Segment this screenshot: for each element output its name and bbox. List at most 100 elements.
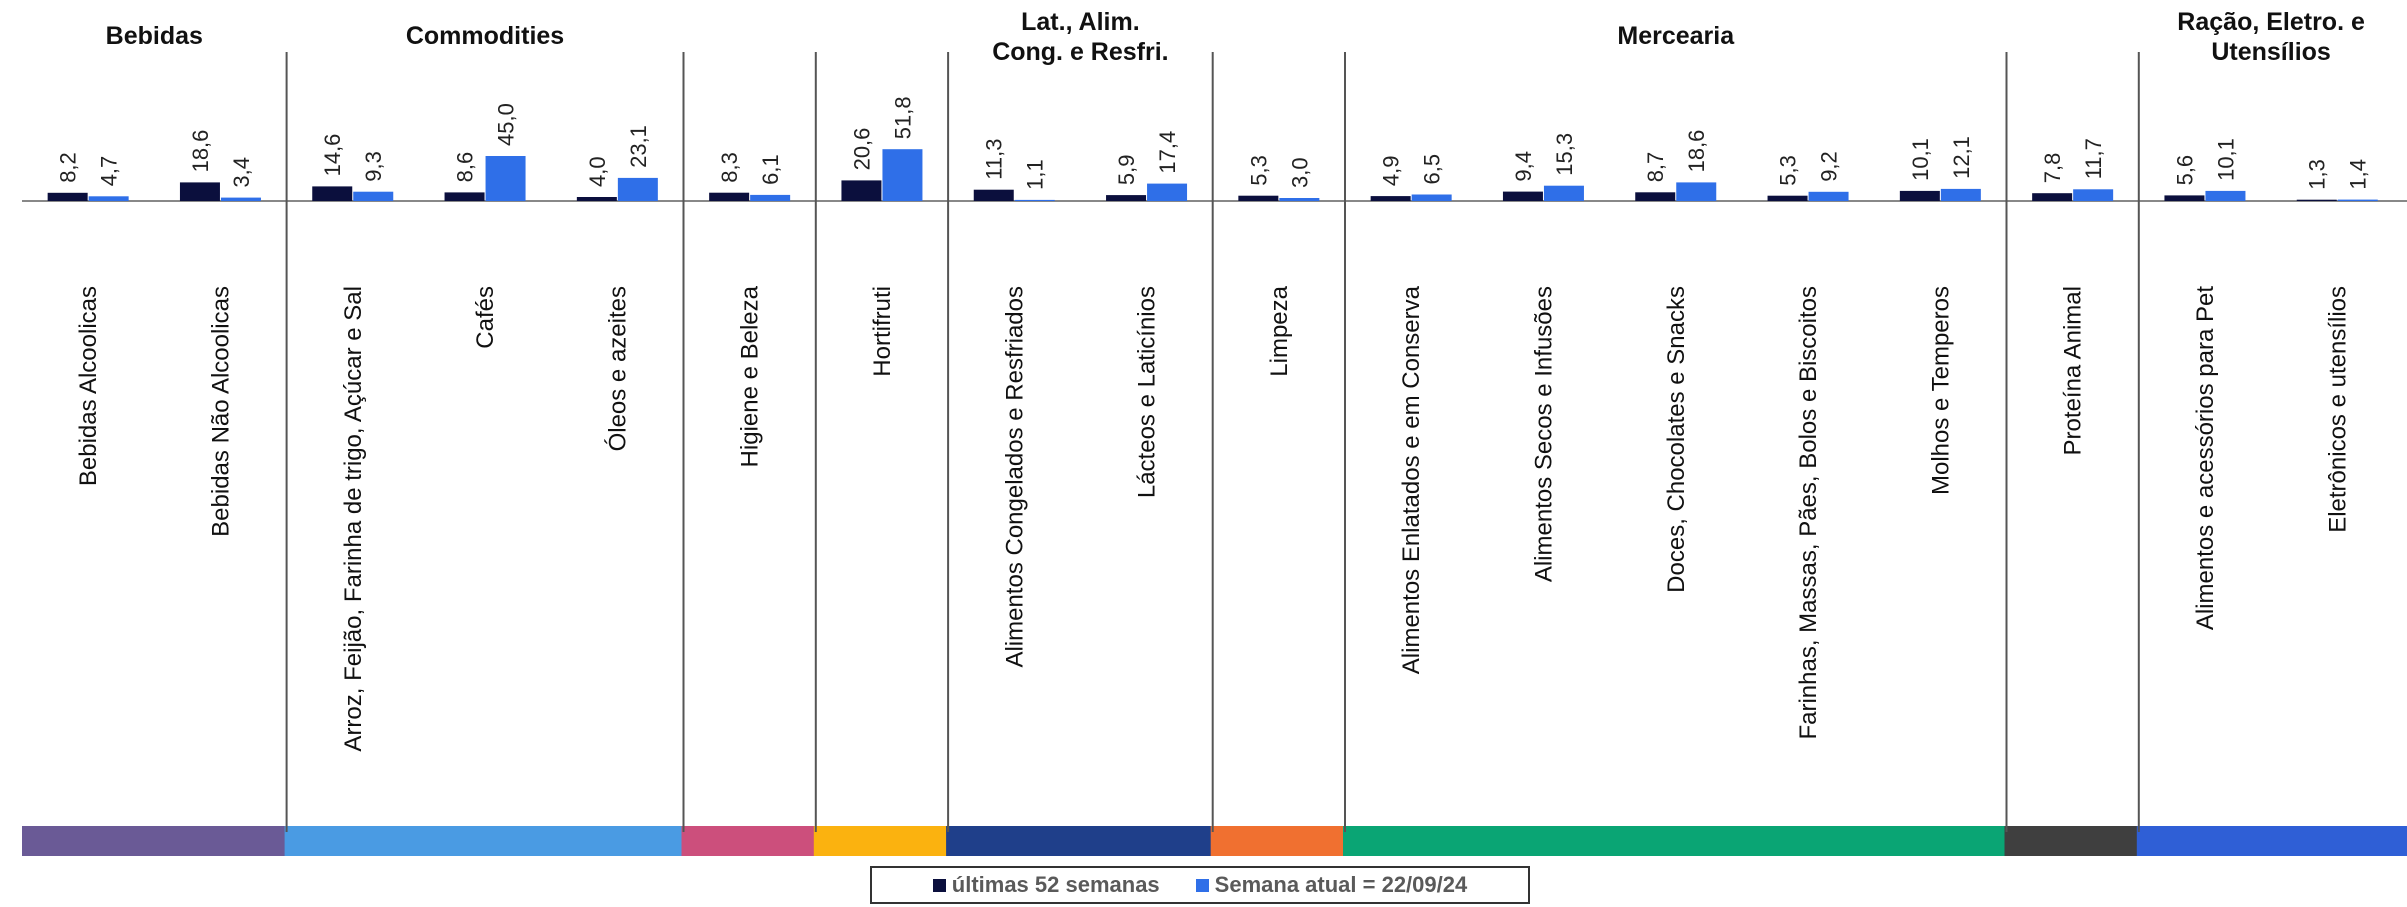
value-label-series-1: 5,3 — [1776, 155, 1801, 186]
value-label-series-1: 14,6 — [320, 134, 345, 177]
value-label-series-1: 5,6 — [2172, 155, 2197, 186]
value-label-series-2: 6,1 — [758, 154, 783, 185]
bar-series-1 — [1370, 196, 1411, 201]
value-label-series-2: 12,1 — [1949, 136, 1974, 179]
value-label-series-1: 8,6 — [453, 152, 478, 183]
group-strip-3 — [681, 826, 816, 856]
category-label: Molhos e Temperos — [1927, 286, 1954, 495]
bar-series-1 — [1635, 192, 1676, 201]
bar-series-1 — [1106, 195, 1147, 201]
group-title-1-line-1: Bebidas — [106, 22, 203, 50]
bar-series-2 — [882, 149, 923, 201]
legend-swatch-series-2 — [1195, 878, 1209, 892]
value-label-series-2: 3,4 — [229, 157, 254, 188]
bar-series-1 — [709, 192, 750, 201]
category-label: Higiene e Beleza — [737, 285, 764, 467]
value-label-series-2: 15,3 — [1552, 133, 1577, 176]
value-label-series-2: 45,0 — [494, 103, 519, 146]
bar-series-1 — [1899, 190, 1940, 201]
group-strip-9 — [2136, 826, 2407, 856]
bar-series-2 — [2205, 190, 2246, 201]
group-strip-8 — [2004, 826, 2139, 856]
category-label: Alimentos e acessórios para Pet — [2192, 286, 2219, 631]
bar-series-1 — [2296, 199, 2337, 201]
bar-series-2 — [1147, 183, 1188, 201]
bar-series-1 — [47, 192, 88, 201]
bar-series-2 — [1014, 199, 1055, 201]
value-label-series-2: 4,7 — [97, 156, 122, 187]
value-label-series-2: 3,0 — [1287, 157, 1312, 188]
value-label-series-1: 9,4 — [1511, 151, 1536, 182]
group-title-5-line-2: Cong. e Resfri. — [992, 38, 1168, 66]
legend-label-series-1: últimas 52 semanas — [951, 872, 1160, 897]
legend-item-series-2: Semana atual = 22/09/24 — [1195, 872, 1468, 898]
bar-series-1 — [1767, 195, 1808, 201]
bar-series-1 — [1502, 191, 1543, 201]
category-label: Óleos e azeites — [604, 286, 631, 451]
category-label: Doces, Chocolates e Snacks — [1663, 286, 1690, 593]
bar-series-2 — [1279, 198, 1320, 201]
group-strip-2 — [284, 826, 684, 856]
category-label: Arroz, Feijão, Farinha de trigo, Açúcar … — [340, 286, 367, 752]
bar-series-1 — [576, 197, 617, 201]
group-title-9-line-1: Ração, Eletro. e — [2177, 8, 2365, 36]
category-label: Bebidas Alcoolicas — [75, 286, 102, 486]
bar-series-1 — [841, 180, 882, 201]
value-label-series-1: 4,9 — [1379, 156, 1404, 187]
value-label-series-2: 18,6 — [1684, 130, 1709, 173]
category-label: Alimentos Congelados e Resfriados — [1001, 286, 1028, 668]
bar-series-2 — [1808, 191, 1849, 201]
group-strip-7 — [1343, 826, 2007, 856]
value-label-series-1: 8,7 — [1643, 152, 1668, 183]
value-label-series-1: 7,8 — [2040, 153, 2065, 184]
bar-series-1 — [444, 192, 485, 201]
value-label-series-1: 11,3 — [982, 139, 1007, 180]
bar-series-1 — [2032, 193, 2073, 201]
bar-series-2 — [1676, 182, 1717, 201]
bar-series-1 — [2164, 195, 2205, 201]
value-label-series-1: 8,2 — [56, 152, 81, 183]
value-label-series-1: 10,1 — [1908, 138, 1933, 181]
bar-series-2 — [485, 156, 526, 201]
group-title-9-line-2: Utensílios — [2211, 38, 2330, 66]
group-strip-6 — [1210, 826, 1345, 856]
bar-series-2 — [2337, 199, 2378, 201]
bar-series-2 — [2073, 189, 2114, 201]
category-label: Alimentos Secos e Infusões — [1530, 286, 1557, 582]
value-label-series-2: 9,3 — [361, 151, 386, 182]
category-label: Cafés — [472, 286, 499, 349]
group-title-2-line-1: Commodities — [406, 22, 564, 50]
bar-series-2 — [750, 194, 791, 201]
value-label-series-1: 4,0 — [585, 156, 610, 187]
category-label: Alimentos Enlatados e em Conserva — [1398, 285, 1425, 674]
group-strip-4 — [813, 826, 949, 856]
bar-series-2 — [220, 197, 261, 201]
bar-series-1 — [312, 186, 353, 201]
group-strip-5 — [946, 826, 1213, 856]
bar-series-2 — [1411, 194, 1452, 201]
bar-series-2 — [1543, 185, 1584, 201]
bar-series-2 — [617, 177, 658, 201]
category-label: Hortifruti — [869, 286, 896, 377]
value-label-series-2: 10,1 — [2213, 138, 2238, 181]
bar-series-2 — [353, 191, 394, 201]
legend-label-series-2: Semana atual = 22/09/24 — [1214, 872, 1468, 897]
value-label-series-2: 11,7 — [2081, 138, 2106, 179]
value-label-series-1: 18,6 — [188, 130, 213, 173]
category-label: Lácteos e Laticínios — [1134, 286, 1161, 498]
value-label-series-2: 23,1 — [626, 125, 651, 168]
value-label-series-2: 1,4 — [2346, 159, 2371, 190]
value-label-series-1: 20,6 — [849, 128, 874, 171]
category-label: Bebidas Não Alcoolicas — [207, 286, 234, 537]
value-label-series-1: 8,3 — [717, 152, 742, 183]
bar-series-2 — [88, 196, 129, 201]
group-title-5-line-1: Lat., Alim. — [1021, 8, 1140, 36]
bar-series-1 — [179, 182, 220, 201]
category-label: Farinhas, Massas, Pães, Bolos e Biscoito… — [1795, 286, 1822, 740]
category-label: Limpeza — [1266, 285, 1293, 376]
value-label-series-1: 1,3 — [2305, 159, 2330, 190]
value-label-series-1: 5,3 — [1246, 155, 1271, 186]
value-label-series-2: 1,1 — [1023, 159, 1048, 190]
bar-series-2 — [1940, 188, 1981, 201]
category-label: Proteína Animal — [2060, 286, 2087, 455]
